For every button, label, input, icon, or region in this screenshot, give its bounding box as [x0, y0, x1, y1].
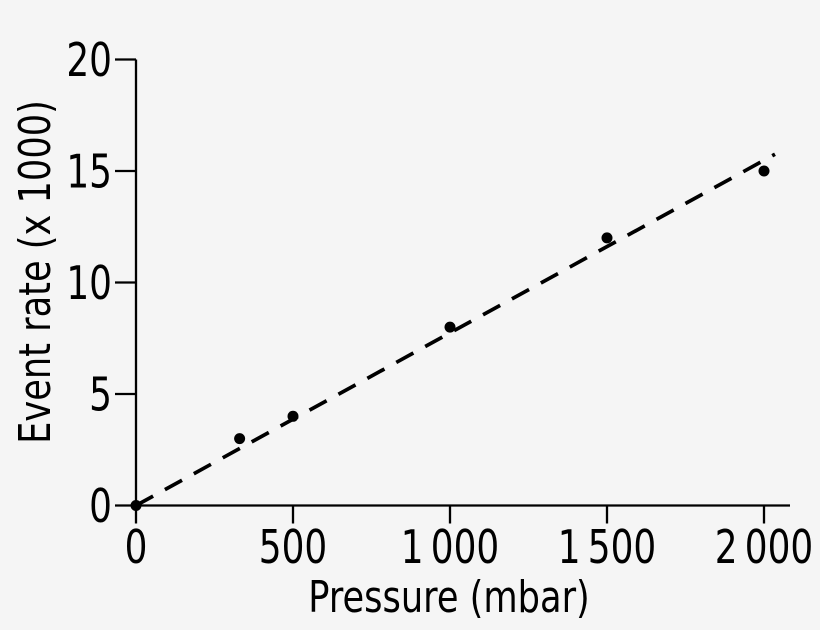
trend-line — [135, 152, 776, 508]
x-axis-title: Pressure (mbar) — [308, 572, 590, 623]
y-tick-label: 0 — [89, 480, 112, 534]
x-tick-label: 1 000 — [401, 521, 499, 575]
x-tick-label: 2 000 — [715, 521, 813, 575]
data-point — [287, 410, 299, 422]
x-tick-label: 0 — [125, 521, 148, 575]
y-tick-label: 10 — [66, 257, 112, 311]
x-tick-label: 1 500 — [558, 521, 656, 575]
data-point — [234, 433, 246, 445]
data-point — [444, 321, 456, 333]
y-axis-title: Event rate (x 1000) — [10, 100, 61, 444]
y-tick-label: 20 — [66, 34, 112, 88]
data-point — [601, 232, 613, 244]
y-tick-label: 5 — [89, 368, 112, 422]
y-tick-label: 15 — [66, 145, 112, 199]
data-point — [758, 165, 770, 177]
x-tick-label: 500 — [259, 521, 327, 575]
